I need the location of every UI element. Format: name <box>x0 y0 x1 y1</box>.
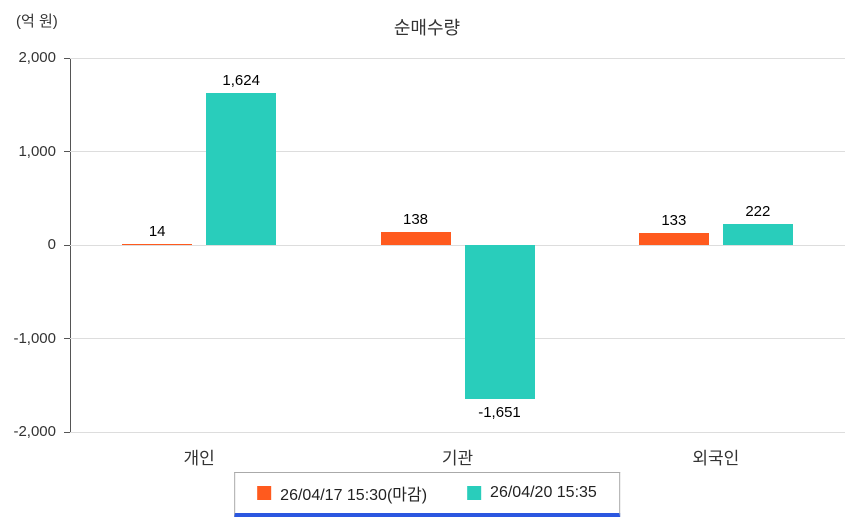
legend-item-0: 26/04/17 15:30(마감) <box>257 481 427 505</box>
gridline <box>70 338 845 339</box>
y-tick-mark <box>64 151 70 152</box>
gridline <box>70 151 845 152</box>
value-label: 14 <box>148 222 166 240</box>
gridline <box>70 57 845 59</box>
bar-series0-개인 <box>122 243 193 246</box>
y-tick-mark <box>64 431 70 433</box>
legend-swatch-icon <box>257 486 272 500</box>
category-label-개인: 개인 <box>183 449 215 468</box>
bar-series1-기관 <box>464 245 535 400</box>
value-label: 222 <box>745 203 771 221</box>
y-tick-mark <box>64 244 70 246</box>
legend-label: 26/04/17 15:30(마감) <box>280 487 428 504</box>
plot-area: 14 1,624 138 -1,651 133 222 <box>64 57 845 433</box>
chart-title: 순매수량 <box>393 18 461 38</box>
y-tick-label: -1,000 <box>13 329 56 347</box>
legend-swatch-icon <box>467 486 482 500</box>
bar-series0-외국인 <box>638 232 709 245</box>
category-label-기관: 기관 <box>441 449 474 468</box>
y-tick-label: 1,000 <box>18 142 56 160</box>
value-label: -1,651 <box>478 404 521 422</box>
y-axis-unit-label: (억 원) <box>16 13 58 30</box>
y-tick-mark <box>64 338 70 339</box>
value-label: 1,624 <box>222 72 260 90</box>
gridline <box>70 431 845 433</box>
bar-series0-기관 <box>380 232 451 245</box>
y-tick-label: 0 <box>47 236 56 253</box>
value-label: 133 <box>661 211 687 229</box>
category-label-외국인: 외국인 <box>692 449 740 468</box>
bar-series1-개인 <box>206 93 277 245</box>
gridline <box>70 244 845 246</box>
y-tick-mark <box>64 57 70 59</box>
value-label: 138 <box>402 211 429 229</box>
legend-item-1: 26/04/20 15:35 <box>467 484 597 502</box>
y-tick-label: 2,000 <box>18 49 56 66</box>
bar-series1-외국인 <box>722 224 793 245</box>
y-tick-label: -2,000 <box>13 423 56 440</box>
legend: 26/04/17 15:30(마감) 26/04/20 15:35 <box>234 472 620 517</box>
legend-label: 26/04/20 15:35 <box>490 484 597 501</box>
